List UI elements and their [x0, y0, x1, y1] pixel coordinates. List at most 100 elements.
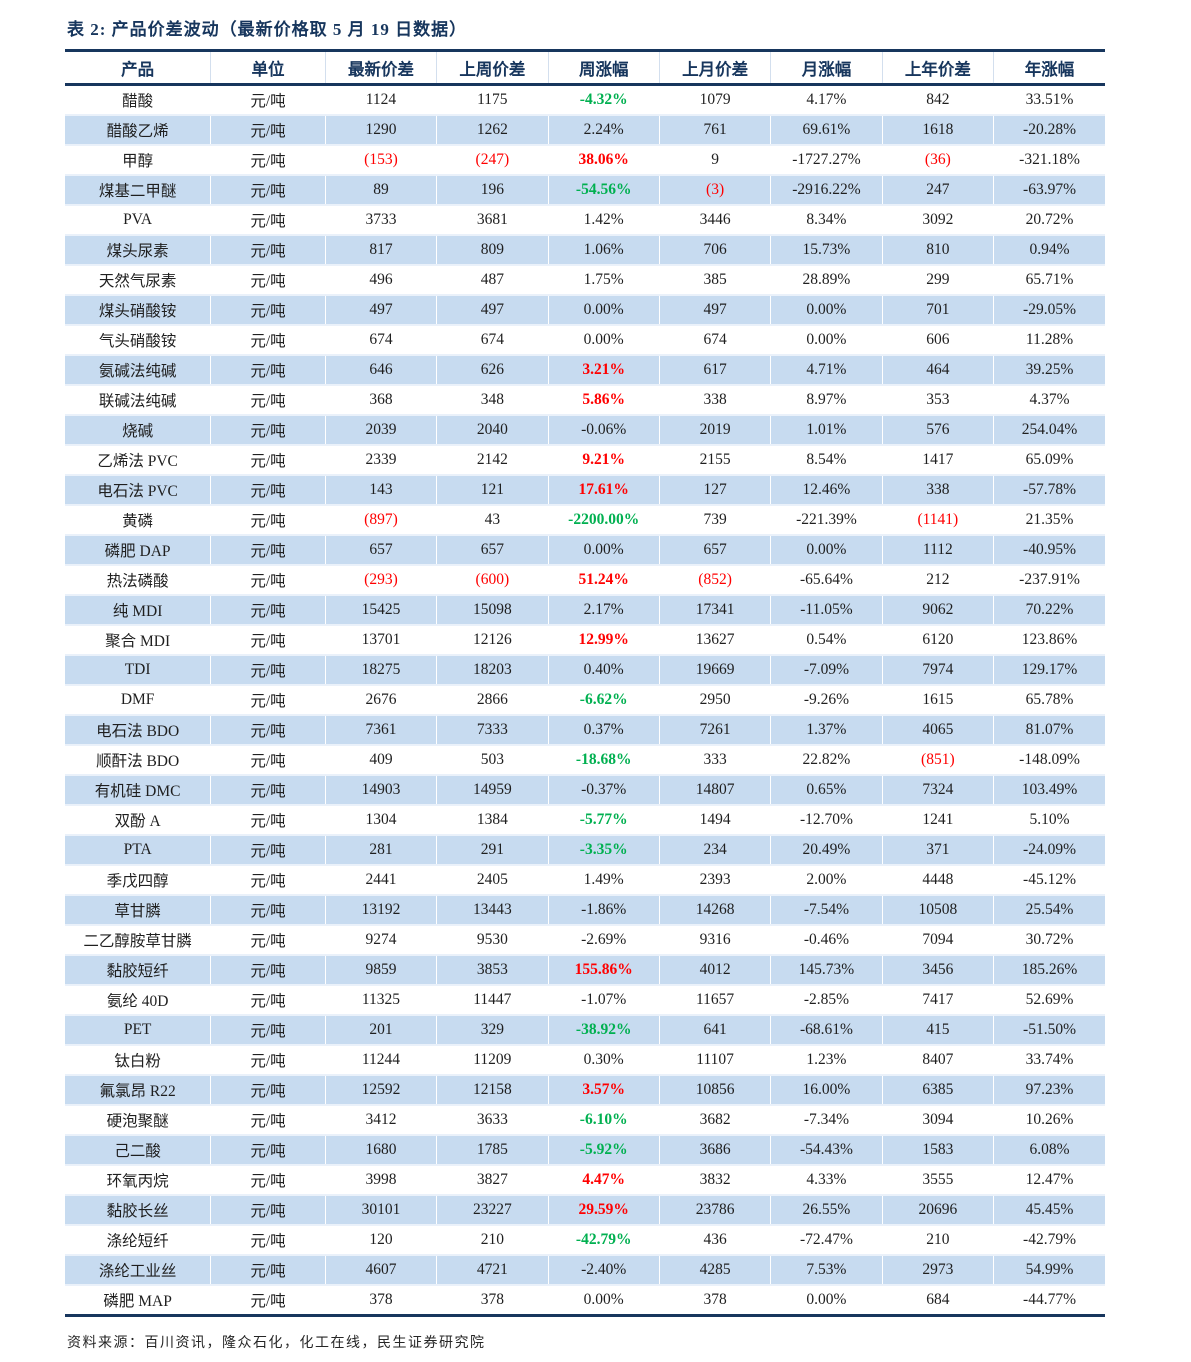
year-change: 103.49% [993, 774, 1105, 805]
week-change: 1.42% [547, 204, 660, 235]
unit: 元/吨 [210, 894, 326, 925]
month-change: -7.09% [770, 654, 883, 685]
last-month-spread: 333 [658, 744, 771, 775]
year-change: 10.26% [993, 1104, 1105, 1135]
unit: 元/吨 [210, 294, 326, 325]
month-change: 4.17% [770, 84, 883, 115]
latest-spread: 2039 [324, 414, 437, 445]
unit: 元/吨 [210, 1074, 326, 1105]
month-change: 0.00% [770, 1284, 883, 1317]
latest-spread: 1124 [324, 84, 437, 115]
last-year-spread: 464 [881, 354, 994, 385]
month-change: -7.34% [770, 1104, 883, 1135]
table-header-row: 产品 单位 最新价差 上周价差 周涨幅 上月价差 月涨幅 上年价差 年涨幅 [65, 49, 1105, 86]
table-row: 季戊四醇 元/吨 2441 2405 1.49% 2393 2.00% 4448 -45.12% [65, 864, 1105, 895]
year-change: -24.09% [993, 834, 1105, 865]
week-change: 0.30% [547, 1044, 660, 1075]
latest-spread: 3412 [324, 1104, 437, 1135]
column-header: 上月价差 [658, 49, 771, 86]
product-name: 纯 MDI [65, 594, 211, 625]
column-header: 上年价差 [881, 49, 994, 86]
column-header: 上周价差 [436, 49, 549, 86]
year-change: 185.26% [993, 954, 1105, 985]
table-row: 电石法 BDO 元/吨 7361 7333 0.37% 7261 1.37% 4065 81.0… [65, 714, 1105, 745]
latest-spread: 4607 [324, 1254, 437, 1285]
month-change: 2.00% [770, 864, 883, 895]
table-row: 环氧丙烷 元/吨 3998 3827 4.47% 3832 4.33% 3555 12.47% [65, 1164, 1105, 1195]
last-month-spread: 127 [658, 474, 771, 505]
month-change: 8.54% [770, 444, 883, 475]
table-row: 乙烯法 PVC 元/吨 2339 2142 9.21% 2155 8.54% 1417 65.0… [65, 444, 1105, 475]
table-row: PET 元/吨 201 329 -38.92% 641 -68.61% 415 -51.50% [65, 1014, 1105, 1045]
product-name: 电石法 BDO [65, 714, 211, 745]
unit: 元/吨 [210, 414, 326, 445]
last-month-spread: 4012 [658, 954, 771, 985]
year-change: 20.72% [993, 204, 1105, 235]
month-change: -2.85% [770, 984, 883, 1015]
last-month-spread: (3) [658, 174, 771, 205]
data-source-note: 资料来源：百川资讯，隆众石化，化工在线，民生证券研究院 [67, 1336, 486, 1351]
latest-spread: 2441 [324, 864, 437, 895]
year-change: -42.79% [993, 1224, 1105, 1255]
product-name: 二乙醇胺草甘膦 [65, 924, 211, 955]
table-row: 草甘膦 元/吨 13192 13443 -1.86% 14268 -7.54% 10508 25… [65, 894, 1105, 925]
week-change: 0.37% [547, 714, 660, 745]
last-year-spread: 2973 [881, 1254, 994, 1285]
last-year-spread: (36) [881, 144, 994, 175]
table-row: 磷肥 MAP 元/吨 378 378 0.00% 378 0.00% 684 -44.77% [65, 1284, 1105, 1317]
last-week-spread: 1175 [436, 84, 549, 115]
year-change: -321.18% [993, 144, 1105, 175]
product-name: 有机硅 DMC [65, 774, 211, 805]
last-year-spread: 606 [881, 324, 994, 355]
year-change: 33.51% [993, 84, 1105, 115]
week-change: -6.62% [547, 684, 660, 715]
year-change: 54.99% [993, 1254, 1105, 1285]
table-row: 电石法 PVC 元/吨 143 121 17.61% 127 12.46% 338 -57.78… [65, 474, 1105, 505]
product-name: PET [65, 1014, 211, 1045]
month-change: -68.61% [770, 1014, 883, 1045]
latest-spread: 2339 [324, 444, 437, 475]
product-name: 草甘膦 [65, 894, 211, 925]
unit: 元/吨 [210, 354, 326, 385]
week-change: 29.59% [547, 1194, 660, 1225]
week-change: -1.07% [547, 984, 660, 1015]
product-name: 煤头硝酸铵 [65, 294, 211, 325]
latest-spread: 15425 [324, 594, 437, 625]
last-month-spread: 3686 [658, 1134, 771, 1165]
year-change: 123.86% [993, 624, 1105, 655]
last-week-spread: 657 [436, 534, 549, 565]
latest-spread: 13192 [324, 894, 437, 925]
unit: 元/吨 [210, 804, 326, 835]
last-week-spread: 11209 [436, 1044, 549, 1075]
last-year-spread: 3094 [881, 1104, 994, 1135]
latest-spread: 3733 [324, 204, 437, 235]
last-week-spread: 3633 [436, 1104, 549, 1135]
latest-spread: 9274 [324, 924, 437, 955]
year-change: -29.05% [993, 294, 1105, 325]
latest-spread: 12592 [324, 1074, 437, 1105]
latest-spread: 9859 [324, 954, 437, 985]
last-month-spread: 10856 [658, 1074, 771, 1105]
last-year-spread: 810 [881, 234, 994, 265]
last-year-spread: 842 [881, 84, 994, 115]
unit: 元/吨 [210, 1164, 326, 1195]
week-change: -38.92% [547, 1014, 660, 1045]
table-row: 甲醇 元/吨 (153) (247) 38.06% 9 -1727.27% (36) -321.… [65, 144, 1105, 175]
product-name: 烧碱 [65, 414, 211, 445]
last-year-spread: 4448 [881, 864, 994, 895]
latest-spread: 1290 [324, 114, 437, 145]
last-month-spread: 338 [658, 384, 771, 415]
latest-spread: 1680 [324, 1134, 437, 1165]
last-year-spread: 7417 [881, 984, 994, 1015]
last-week-spread: 3853 [436, 954, 549, 985]
last-year-spread: 7094 [881, 924, 994, 955]
latest-spread: 674 [324, 324, 437, 355]
last-year-spread: 684 [881, 1284, 994, 1317]
last-week-spread: 2405 [436, 864, 549, 895]
last-week-spread: 348 [436, 384, 549, 415]
last-month-spread: 761 [658, 114, 771, 145]
last-year-spread: 353 [881, 384, 994, 415]
latest-spread: (153) [324, 144, 437, 175]
product-name: 顺酐法 BDO [65, 744, 211, 775]
product-name: 黏胶短纤 [65, 954, 211, 985]
